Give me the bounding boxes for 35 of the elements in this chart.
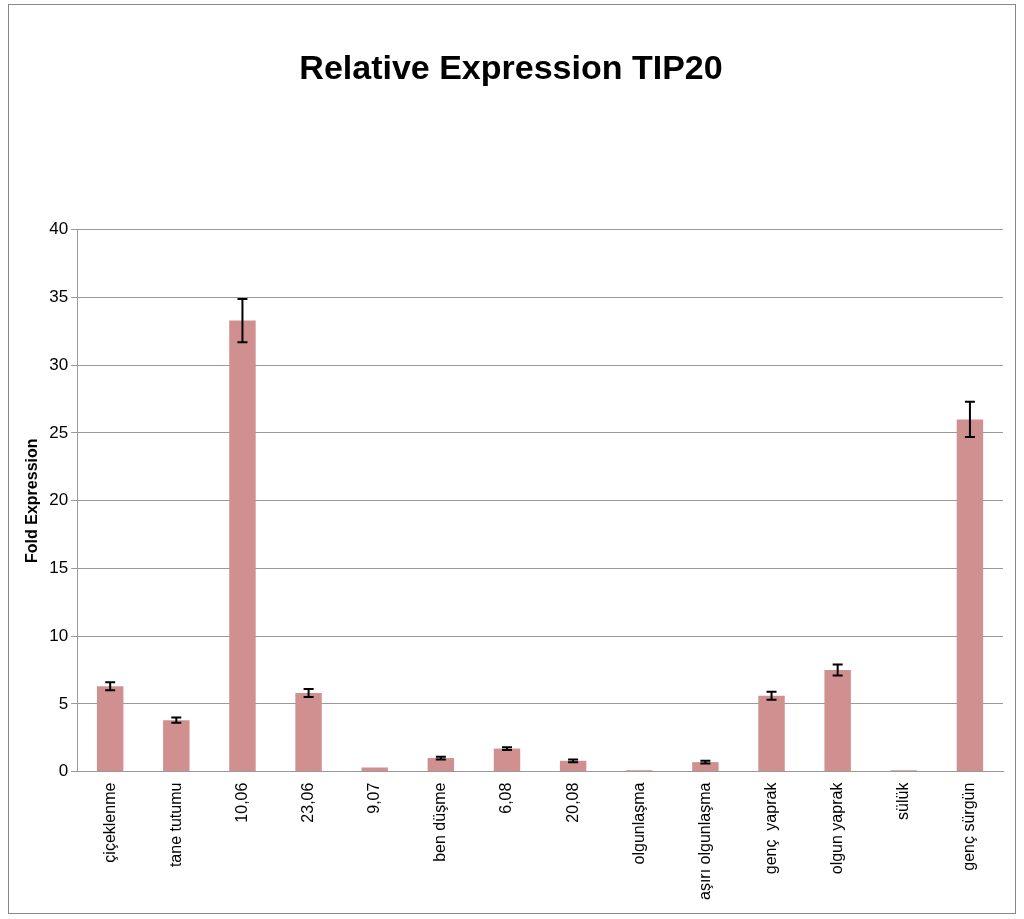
bar — [229, 320, 256, 772]
x-tick-label: 20,08 — [563, 782, 581, 823]
x-tick-label: genç yaprak — [761, 781, 779, 875]
x-tick-label: olgun yaprak — [828, 781, 846, 875]
bar — [692, 762, 719, 772]
bar — [427, 758, 455, 772]
x-tick-label: ben düşme — [431, 782, 449, 862]
bar — [163, 720, 190, 772]
x-tick-label: tane tutumu — [166, 782, 184, 868]
y-tick-label: 0 — [58, 761, 69, 781]
x-tick-label: 10,06 — [232, 782, 250, 823]
x-tick-label: genç sürgün — [960, 782, 978, 871]
y-tick-label: 5 — [58, 693, 69, 713]
x-tick-label: 23,06 — [298, 782, 316, 823]
x-tick-label: sülük — [894, 781, 912, 820]
bar — [295, 693, 322, 772]
x-tick-label: aşırı olgunlaşma — [695, 782, 713, 900]
y-tick-label: 30 — [49, 354, 69, 374]
y-axis-title: Fold Expression — [23, 438, 41, 563]
y-tick-label: 15 — [49, 558, 69, 578]
bar — [493, 748, 521, 772]
bar — [956, 419, 984, 772]
x-tick-label: olgunlaşma — [629, 782, 647, 865]
y-tick-label: 35 — [49, 287, 69, 307]
bar — [96, 686, 124, 772]
y-tick-label: 25 — [49, 422, 69, 442]
x-tick-label: çiçeklenme — [100, 782, 118, 863]
x-tick-label: 9,07 — [365, 782, 383, 814]
chart-title: Relative Expression TIP20 — [299, 47, 723, 86]
y-tick-label: 10 — [49, 625, 69, 645]
x-tick-label: 6,08 — [497, 782, 515, 814]
y-tick-label: 20 — [49, 490, 69, 510]
bar — [758, 695, 785, 772]
bar — [824, 670, 851, 772]
y-tick-label: 40 — [49, 219, 69, 239]
